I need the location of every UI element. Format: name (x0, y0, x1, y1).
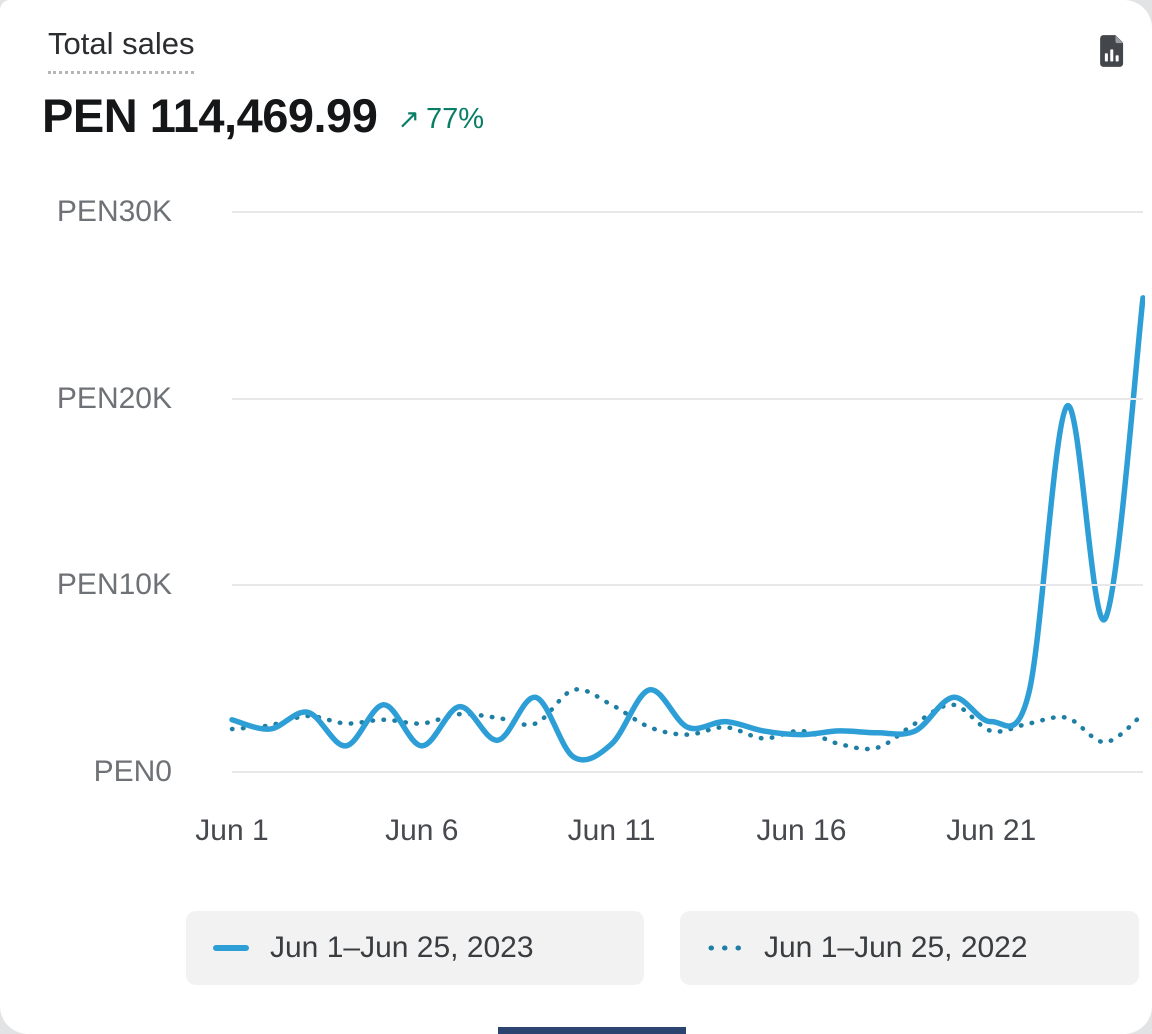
legend-solid-line-sample (213, 945, 249, 951)
y-axis-label: PEN30K (56, 195, 172, 228)
metric-row: PEN 114,469.99 ↗ 77% (42, 88, 484, 143)
partially-visible-element (498, 1027, 686, 1034)
x-axis-label: Jun 6 (385, 814, 459, 847)
total-sales-value: PEN 114,469.99 (42, 89, 378, 142)
y-axis-label: PEN10K (56, 568, 172, 602)
card-title-text: Total sales (48, 26, 195, 74)
series-2023-line (229, 295, 1145, 763)
gridline (232, 397, 1143, 400)
legend-label-2022: Jun 1–Jun 25, 2022 (764, 931, 1028, 964)
x-axis-label: Jun 11 (567, 814, 656, 847)
file-bar-chart-icon (1100, 35, 1124, 67)
y-axis-label: PEN20K (56, 381, 172, 415)
x-axis-label: Jun 16 (756, 814, 847, 847)
y-axis-label: PEN0 (93, 755, 172, 788)
gridline (232, 211, 1143, 213)
gridline (232, 771, 1143, 773)
legend-label-2023: Jun 1–Jun 25, 2023 (270, 931, 534, 964)
x-axis-label: Jun 21 (946, 814, 1037, 847)
change-indicator: ↗ 77% (397, 103, 484, 136)
series-2022-line (229, 687, 1145, 752)
card-title[interactable]: Total sales (48, 26, 195, 74)
legend-item-2023: Jun 1–Jun 25, 2023 (186, 911, 644, 985)
trend-up-arrow-icon: ↗ (397, 104, 420, 134)
change-percent: 77% (425, 103, 485, 135)
legend-dotted-line-sample (708, 945, 742, 951)
legend-item-2022: Jun 1–Jun 25, 2022 (680, 911, 1139, 985)
export-report-button[interactable] (1088, 26, 1136, 76)
gridline (232, 584, 1143, 587)
x-axis-label: Jun 1 (195, 814, 269, 847)
